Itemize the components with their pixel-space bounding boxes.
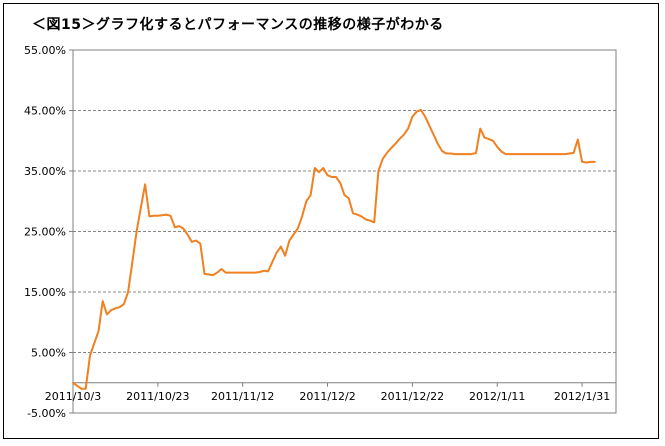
x-tick-labels: 2011/10/3 2011/10/23 2011/11/12 2011/12/2 20…: [45, 390, 610, 403]
x-tick-label: 2012/1/11: [469, 390, 525, 403]
series-layer: [72, 108, 596, 390]
plot-border: [72, 49, 617, 414]
y-tick-label: 45.00%: [24, 105, 66, 118]
chart-title: ＜図15＞グラフ化するとパフォーマンスの推移の様子がわかる: [32, 17, 444, 33]
x-tick-label: 2011/12/22: [381, 390, 444, 403]
y-tick-label: 35.00%: [24, 165, 66, 178]
y-tick-label: -5.00%: [27, 407, 66, 420]
y-tick-label: 5.00%: [31, 347, 66, 360]
y-tick-labels: -5.00% 5.00% 15.00% 25.00% 35.00% 45.00% 55.00…: [24, 44, 66, 420]
y-tick-label: 15.00%: [24, 286, 66, 299]
x-tick-label: 2011/11/12: [211, 390, 274, 403]
x-tick-label: 2011/10/3: [45, 390, 101, 403]
grid-lines: [73, 49, 616, 413]
y-tick-label: 55.00%: [24, 44, 66, 57]
series-line: [72, 108, 596, 390]
x-tick-label: 2011/10/23: [126, 390, 189, 403]
y-tick-label: 25.00%: [24, 226, 66, 239]
x-tick-label: 2012/1/31: [554, 390, 610, 403]
x-tick-label: 2011/12/2: [299, 390, 355, 403]
